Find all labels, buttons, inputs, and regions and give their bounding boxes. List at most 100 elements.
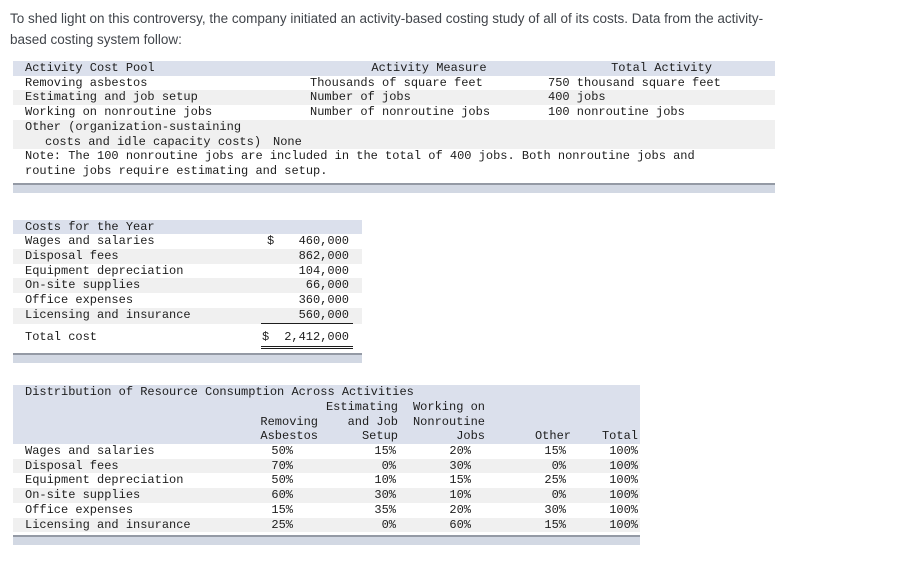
header-nonroutine-jobs: Working on Nonroutine Jobs: [403, 400, 485, 444]
amount-value: 2,412,000: [284, 329, 349, 344]
distribution-header-block: Distribution of Resource Consumption Acr…: [13, 385, 640, 445]
header-removing-asbestos: Removing Asbestos: [228, 400, 318, 444]
cell-percent: 50%: [271, 473, 293, 488]
total-cost-row: Total cost $ 2,412,000: [13, 324, 362, 350]
cell-measure: Number of nonroutine jobs: [310, 105, 491, 120]
currency-symbol: $: [267, 234, 275, 249]
cell-pool: Estimating and job setup: [25, 90, 198, 105]
header-line: Removing: [260, 414, 318, 429]
activity-cost-pool-table: Activity Cost Pool Activity Measure Tota…: [13, 61, 775, 193]
cell-percent: 60%: [271, 488, 293, 503]
table-row: Equipment depreciation 50% 10% 15% 25% 1…: [13, 473, 640, 488]
cell-percent: 20%: [449, 502, 471, 517]
cell-cost-label: Licensing and insurance: [25, 307, 191, 322]
cell-percent: 0%: [381, 458, 396, 473]
cell-percent: 15%: [374, 444, 396, 459]
cell-percent: 70%: [271, 458, 293, 473]
amount-value: 862,000: [298, 249, 349, 264]
table-row: Wages and salaries $ 460,000: [13, 234, 362, 249]
header-line: Setup: [361, 429, 398, 444]
cell-percent: 0%: [381, 517, 396, 532]
cell-percent: 0%: [551, 488, 566, 503]
cell-cost-label: On-site supplies: [25, 278, 141, 293]
note-line-1: Note: The 100 nonroutine jobs are includ…: [25, 149, 695, 164]
header-total: Total: [571, 400, 640, 444]
cell-pool: Removing asbestos: [25, 75, 148, 90]
cell-percent: 100%: [609, 517, 638, 532]
intro-line-2: based costing system follow:: [10, 32, 182, 47]
header-line: Asbestos: [260, 429, 318, 444]
cell-percent: 30%: [374, 488, 396, 503]
cell-cost-label: Office expenses: [25, 293, 134, 308]
cell-percent: 100%: [609, 444, 638, 459]
distribution-column-headers: Removing Asbestos Estimating and Job Set…: [13, 400, 640, 444]
table-row: Office expenses 15% 35% 20% 30% 100%: [13, 503, 640, 518]
horizontal-scrollbar[interactable]: [13, 353, 362, 364]
cell-total-amount: $ 2,412,000: [261, 324, 353, 350]
table-row: Disposal fees 70% 0% 30% 0% 100%: [13, 458, 640, 474]
table-row: Estimating and job setup Number of jobs …: [13, 90, 775, 106]
amount-value: 66,000: [305, 278, 349, 293]
costs-table-header-row: Costs for the Year: [13, 219, 362, 235]
cell-percent: 15%: [544, 444, 566, 459]
table-row: Wages and salaries 50% 15% 20% 15% 100%: [13, 444, 640, 459]
table-row: Licensing and insurance 560,000: [13, 307, 362, 324]
cell-percent: 30%: [544, 502, 566, 517]
cell-percent: 25%: [271, 517, 293, 532]
cell-total: 100 nonroutine jobs: [548, 105, 685, 120]
cell-percent: 20%: [449, 444, 471, 459]
amount-value: 360,000: [298, 293, 349, 308]
cell-cost-label: Equipment depreciation: [25, 263, 184, 278]
header-total-activity: Total Activity: [611, 61, 712, 75]
header-activity-measure: Activity Measure: [371, 61, 487, 75]
header-line: Jobs: [456, 429, 485, 444]
activity-table-header-row: Activity Cost Pool Activity Measure Tota…: [13, 61, 775, 76]
header-line: Estimating: [325, 399, 398, 414]
header-other: Other: [485, 400, 571, 444]
table-row: On-site supplies 66,000: [13, 278, 362, 294]
cell-cost-label: Wages and salaries: [25, 234, 155, 249]
header-costs-for-year: Costs for the Year: [25, 219, 155, 234]
intro-line-1: To shed light on this controversy, the c…: [10, 11, 764, 26]
header-line: and Job: [347, 414, 398, 429]
header-spacer: [13, 400, 228, 444]
cell-percent: 100%: [609, 458, 638, 473]
cell-resource-label: Disposal fees: [25, 458, 119, 473]
cell-resource-label: Equipment depreciation: [25, 473, 184, 488]
cell-measure: Thousands of square feet: [310, 75, 483, 90]
header-activity-cost-pool: Activity Cost Pool: [25, 61, 155, 75]
cell-percent: 25%: [544, 473, 566, 488]
cell-pool-multiline: Other (organization-sustaining costs and…: [13, 120, 310, 149]
amount-value: 460,000: [298, 234, 349, 249]
cell-percent: 100%: [609, 502, 638, 517]
cell-percent: 50%: [271, 444, 293, 459]
cell-percent: 15%: [271, 502, 293, 517]
table-row: Removing asbestos Thousands of square fe…: [13, 76, 775, 91]
header-line: Nonroutine: [412, 414, 485, 429]
distribution-table: Distribution of Resource Consumption Acr…: [13, 385, 640, 546]
horizontal-scrollbar[interactable]: [13, 535, 640, 546]
cell-percent: 100%: [609, 473, 638, 488]
table-row: Licensing and insurance 25% 0% 60% 15% 1…: [13, 517, 640, 533]
cell-measure: Number of jobs: [310, 90, 411, 105]
cell-total: 400 jobs: [548, 90, 606, 105]
intro-paragraph: To shed light on this controversy, the c…: [10, 8, 898, 50]
header-estimating-setup: Estimating and Job Setup: [318, 400, 403, 444]
cell-percent: 35%: [374, 502, 396, 517]
amount-value: 560,000: [298, 307, 349, 322]
cell-resource-label: On-site supplies: [25, 488, 141, 503]
cell-amount: 104,000: [261, 264, 353, 279]
cell-percent: 0%: [551, 458, 566, 473]
table-row: On-site supplies 60% 30% 10% 0% 100%: [13, 488, 640, 503]
cell-percent: 10%: [449, 488, 471, 503]
cell-percent: 60%: [449, 517, 471, 532]
horizontal-scrollbar[interactable]: [13, 182, 775, 193]
cell-percent: 15%: [449, 473, 471, 488]
cell-resource-label: Office expenses: [25, 502, 134, 517]
cell-percent: 30%: [449, 458, 471, 473]
table-row: Disposal fees 862,000: [13, 249, 362, 264]
cell-measure-none: None: [273, 134, 302, 149]
cell-amount: $ 460,000: [261, 234, 353, 249]
table-row-other: Other (organization-sustaining costs and…: [13, 119, 775, 150]
note-line-2: routine jobs require estimating and setu…: [25, 163, 328, 178]
